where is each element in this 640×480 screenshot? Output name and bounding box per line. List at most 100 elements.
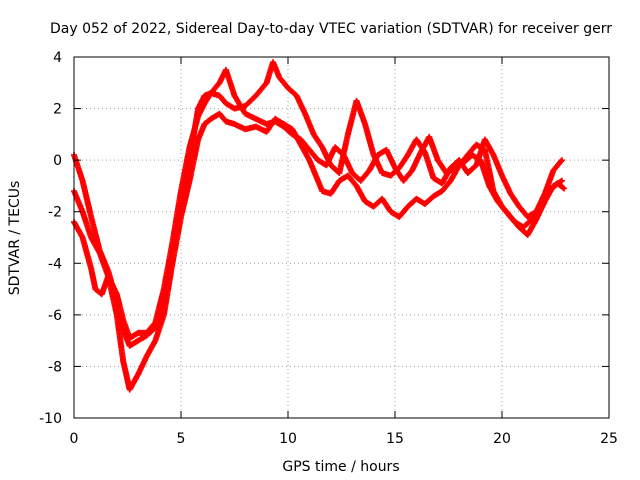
data-point-marker [383,146,390,153]
data-point-marker [310,131,317,138]
data-point-marker [366,167,373,174]
data-point-marker [421,200,428,207]
data-point-marker [558,177,565,184]
data-point-marker [387,208,394,215]
data-point-marker [319,188,326,195]
data-point-marker [135,337,142,344]
data-point-marker [242,110,249,117]
data-point-marker [447,177,454,184]
trail-marker [559,184,566,191]
y-tick-label: -6 [48,308,62,324]
data-point-marker [494,198,501,205]
data-point-marker [270,59,277,66]
data-point-marker [231,92,238,99]
data-point-marker [302,110,309,117]
data-point-marker [413,195,420,202]
data-point-marker [336,177,343,184]
data-point-marker [443,170,450,177]
data-point-marker [327,190,334,197]
data-point-marker [263,121,270,128]
data-point-marker [126,335,133,342]
x-axis-label: GPS time / hours [282,459,399,475]
data-point-marker [392,164,398,171]
data-point-marker [195,136,202,143]
data-point-marker [306,157,313,164]
data-point-marker [201,100,208,107]
data-point-marker [344,172,351,179]
data-point-marker [314,157,321,164]
data-point-marker [404,151,411,158]
data-point-marker [126,386,133,393]
data-point-marker [473,141,480,148]
data-point-marker [312,172,319,179]
trail-marker [557,158,564,165]
data-point-marker [439,180,446,187]
grid-lines [74,57,609,418]
data-point-marker [511,219,518,226]
data-point-marker [417,149,424,156]
data-point-marker [88,234,95,241]
data-point-marker [404,203,411,210]
data-point-marker [413,136,420,143]
y-tick-label: 0 [53,153,62,169]
y-axis-label: SDTVAR / TECUs [7,181,23,296]
data-point-marker [98,291,105,298]
data-point-marker [160,286,167,293]
data-point-marker [434,157,441,164]
data-point-marker [169,239,176,246]
data-point-marker [387,172,394,179]
axis-ticks: 0 5 10 15 20 25 -10 -8 -6 -4 -2 0 2 4 [39,50,618,447]
data-point-marker [409,167,416,174]
x-tick-label: 0 [70,431,79,447]
data-point-marker [152,319,159,326]
y-tick-label: 4 [53,50,62,66]
data-point-marker [362,121,369,128]
x-tick-label: 15 [386,431,404,447]
data-point-marker [289,131,296,138]
x-tick-label: 20 [493,431,511,447]
data-point-marker [477,157,484,164]
data-point-marker [231,105,238,112]
data-point-marker [379,195,386,202]
data-point-marker [486,182,493,189]
data-point-marker [280,123,287,130]
data-point-marker [520,224,527,231]
data-point-marker [216,79,223,86]
data-point-marker [370,203,377,210]
data-point-marker [306,146,313,153]
data-point-marker [353,182,360,189]
data-point-marker [207,115,214,122]
data-point-marker [88,213,95,220]
data-point-marker [426,133,433,140]
data-point-marker [79,234,86,241]
data-point-marker [120,317,127,324]
data-point-marker [451,164,458,171]
data-point-marker [201,121,208,128]
x-tick-label: 25 [600,431,618,447]
data-markers [71,59,568,393]
data-point-marker [195,113,202,120]
data-point-marker [362,198,369,205]
data-point-marker [400,177,407,184]
data-point-marker [546,188,553,195]
data-point-marker [178,188,184,195]
data-point-marker [524,213,531,220]
data-point-marker [357,177,364,184]
data-point-marker [113,291,120,298]
data-point-marker [222,66,229,73]
data-point-marker [263,79,270,86]
data-point-marker [126,342,133,349]
data-point-marker [469,151,476,158]
data-point-marker [481,136,488,143]
data-point-marker [344,131,351,138]
data-point-marker [473,162,480,169]
data-point-marker [558,157,565,164]
data-point-marker [272,118,279,125]
data-point-marker [207,90,214,97]
data-point-marker [222,118,229,125]
data-point-marker [120,358,127,365]
data-point-marker [242,126,249,133]
data-point-marker [143,353,150,360]
data-point-marker [430,175,437,182]
